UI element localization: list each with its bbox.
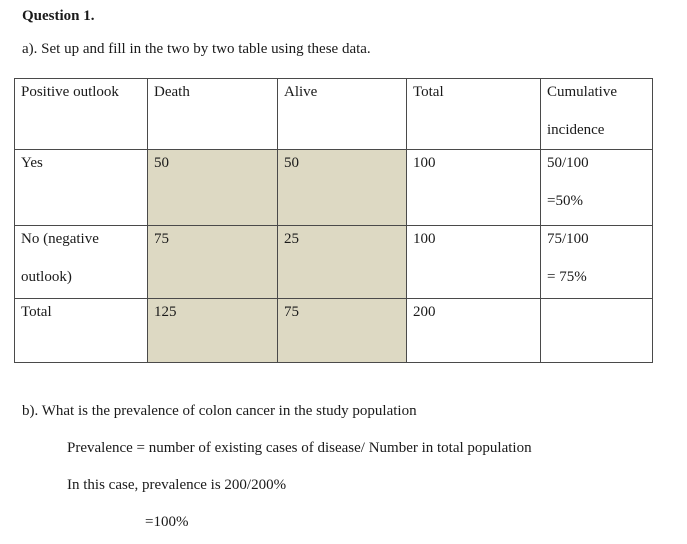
cell-totalrow-total: 200: [406, 298, 541, 363]
table-row-yes: Yes 50 50 100 50/100 =50%: [14, 149, 653, 226]
cell-totalrow-alive: 75: [277, 298, 407, 363]
cell-line: 50/100: [547, 155, 589, 171]
cell-line: 75: [284, 304, 299, 320]
cell-line: Total: [21, 304, 52, 320]
header-cell-death: Death: [147, 78, 278, 150]
cell-yes-cumulative: 50/100 =50%: [540, 149, 653, 226]
cell-line: No (negative: [21, 231, 99, 247]
cell-line: 100: [413, 231, 436, 247]
cell-yes-total: 100: [406, 149, 541, 226]
cell-yes-label: Yes: [14, 149, 148, 226]
cell-no-label: No (negative outlook): [14, 225, 148, 299]
prevalence-formula-line: Prevalence = number of existing cases of…: [67, 440, 532, 456]
cell-line: incidence: [547, 122, 605, 138]
cell-line: Total: [413, 84, 444, 100]
cell-no-cumulative: 75/100 = 75%: [540, 225, 653, 299]
cell-line: 75: [154, 231, 169, 247]
cell-line: outlook): [21, 269, 72, 285]
cell-no-alive: 25: [277, 225, 407, 299]
question-title: Question 1.: [22, 8, 95, 24]
part-b-prompt: b). What is the prevalence of colon canc…: [22, 403, 417, 419]
header-cell-total: Total: [406, 78, 541, 150]
prevalence-result-line: =100%: [145, 514, 189, 530]
cell-line: Death: [154, 84, 190, 100]
two-by-two-table: Positive outlook Death Alive Total Cumul…: [14, 78, 653, 363]
cell-yes-alive: 50: [277, 149, 407, 226]
header-cell-row-label: Positive outlook: [14, 78, 148, 150]
cell-line: 50: [284, 155, 299, 171]
table-row-no: No (negative outlook) 75 25 100 75/100 =…: [14, 225, 653, 299]
cell-no-death: 75: [147, 225, 278, 299]
cell-line: Positive outlook: [21, 84, 119, 100]
cell-line: Alive: [284, 84, 318, 100]
cell-no-total: 100: [406, 225, 541, 299]
cell-totalrow-cumulative-empty: [540, 298, 653, 363]
cell-line: 100: [413, 155, 436, 171]
table-header-row: Positive outlook Death Alive Total Cumul…: [14, 78, 653, 150]
table-row-total: Total 125 75 200: [14, 298, 653, 363]
cell-line: =50%: [547, 193, 583, 209]
cell-line: 125: [154, 304, 177, 320]
cell-line: Cumulative: [547, 84, 617, 100]
cell-yes-death: 50: [147, 149, 278, 226]
cell-line: 75/100: [547, 231, 589, 247]
cell-line: 200: [413, 304, 436, 320]
prevalence-case-line: In this case, prevalence is 200/200%: [67, 477, 287, 493]
cell-totalrow-death: 125: [147, 298, 278, 363]
header-cell-alive: Alive: [277, 78, 407, 150]
cell-line: = 75%: [547, 269, 587, 285]
cell-line: 25: [284, 231, 299, 247]
part-a-prompt: a). Set up and fill in the two by two ta…: [22, 41, 371, 57]
header-cell-cumulative-incidence: Cumulative incidence: [540, 78, 653, 150]
cell-line: Yes: [21, 155, 43, 171]
cell-totalrow-label: Total: [14, 298, 148, 363]
cell-line: 50: [154, 155, 169, 171]
